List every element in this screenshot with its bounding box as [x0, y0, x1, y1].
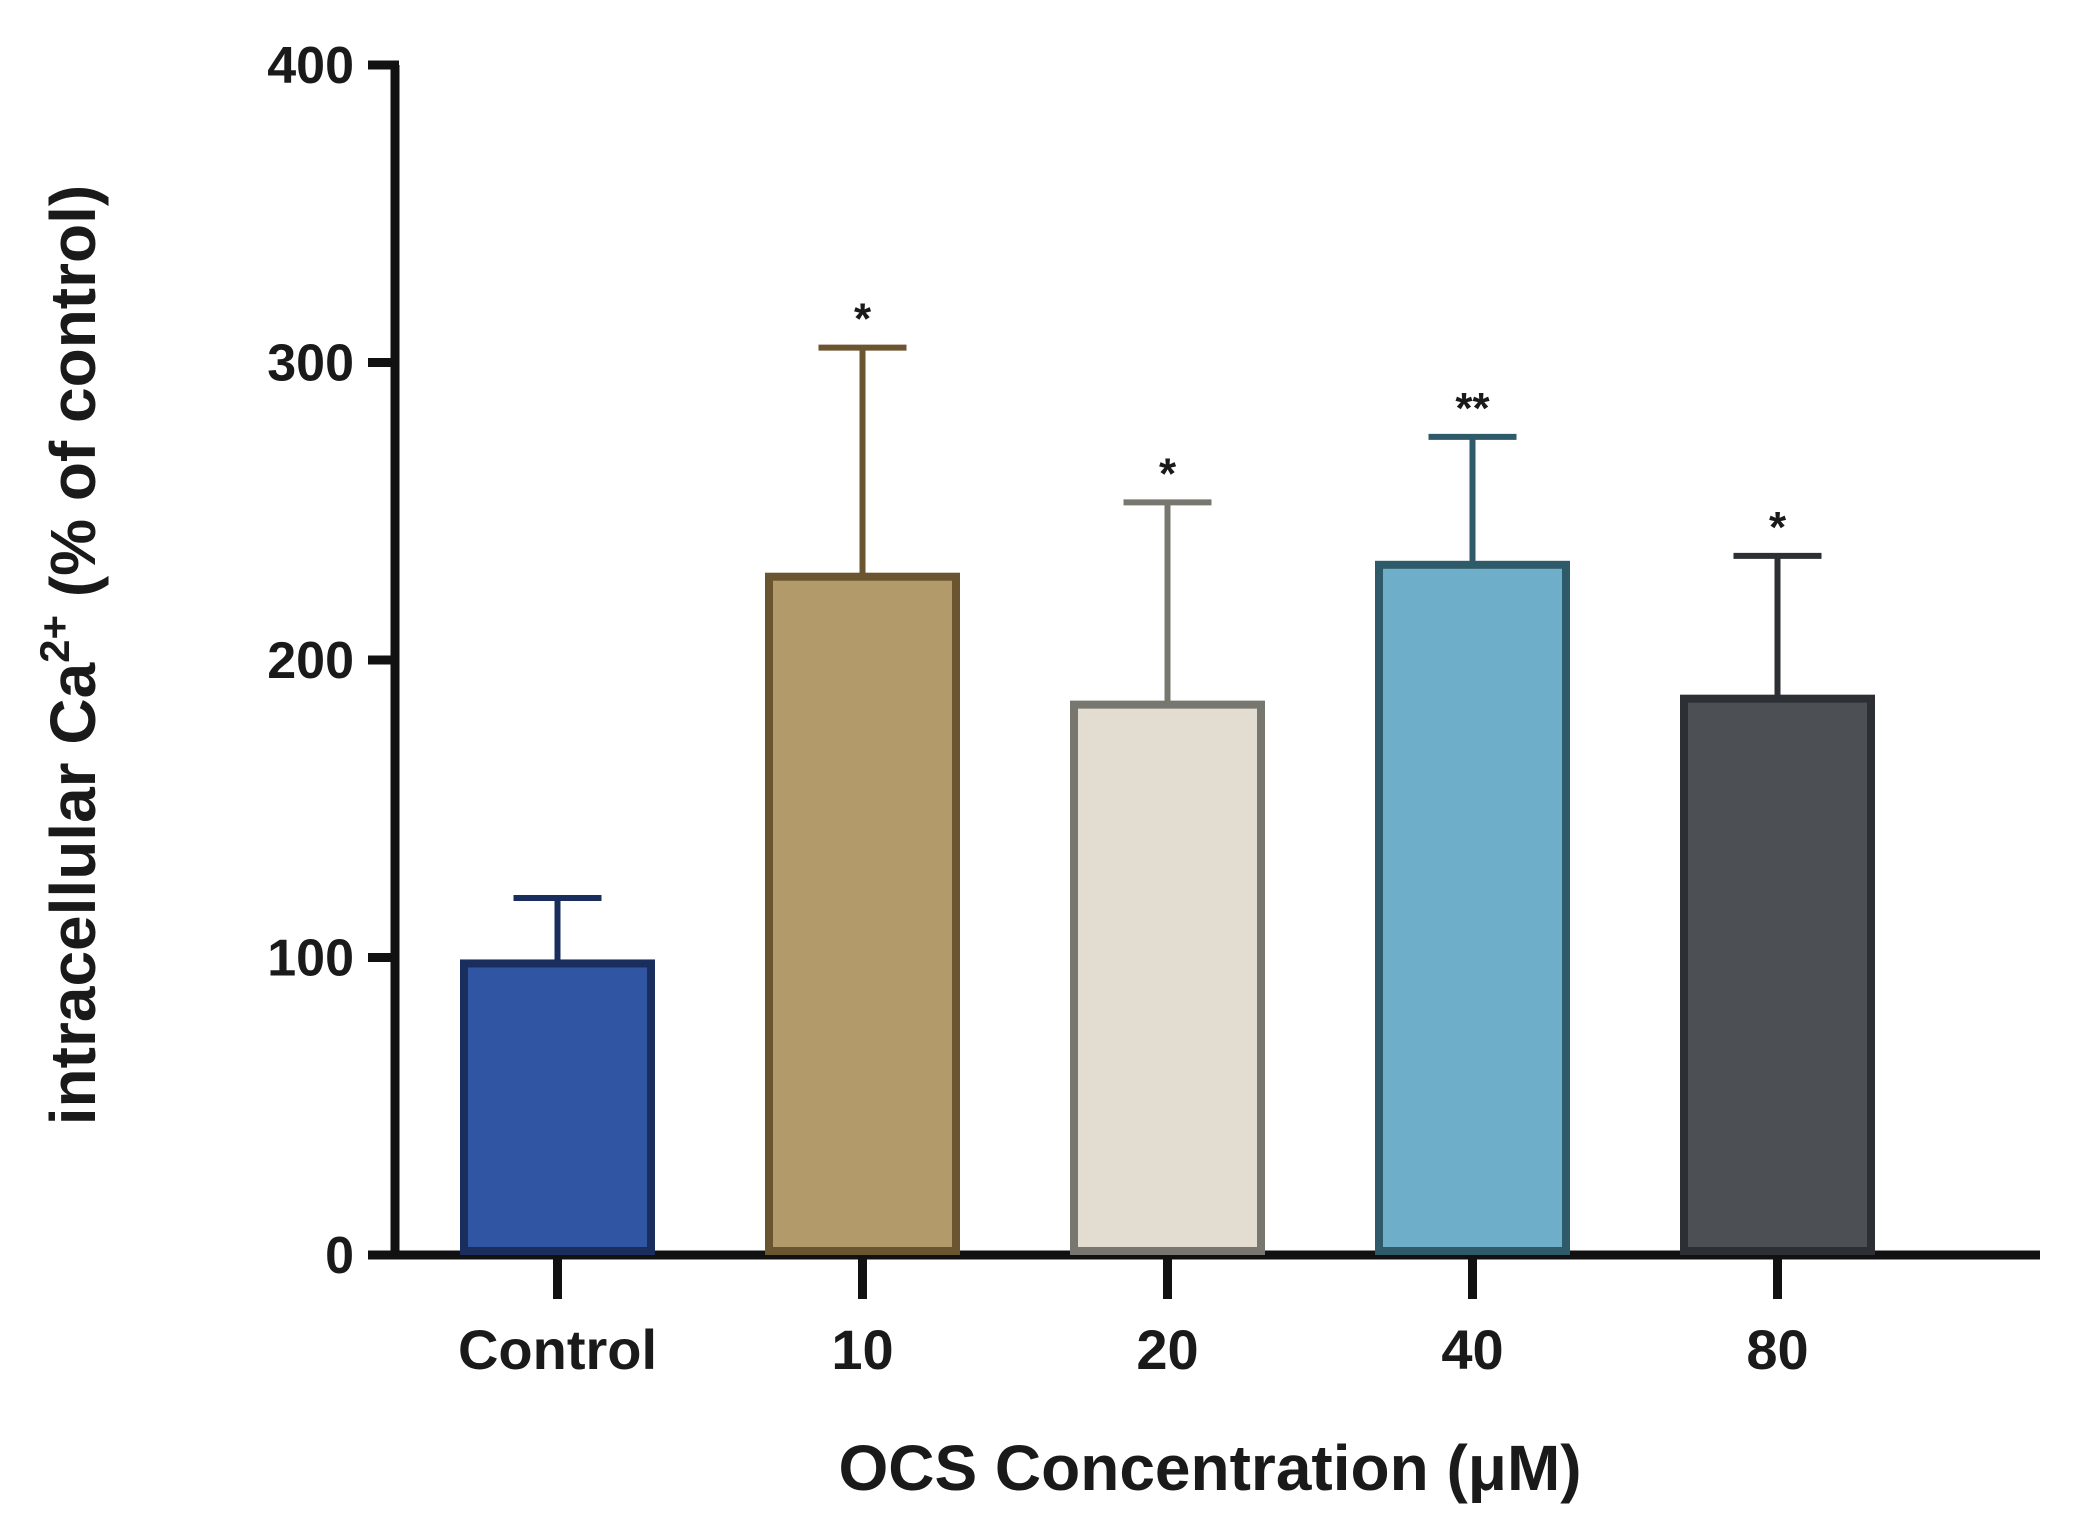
x-tick-label: 40	[1441, 1318, 1503, 1381]
significance-label: *	[854, 295, 872, 344]
y-tick-label: 100	[267, 930, 354, 988]
y-axis-title: intracellular Ca2+ (% of control)	[31, 185, 109, 1125]
x-tick-label: 10	[831, 1318, 893, 1381]
significance-label: **	[1455, 384, 1490, 433]
x-tick-label: Control	[458, 1318, 657, 1381]
y-axis-title-suffix: (% of control)	[37, 185, 109, 615]
y-axis-title-main: intracellular Ca	[37, 662, 109, 1125]
bar	[1680, 694, 1875, 1255]
x-tick-label: 80	[1746, 1318, 1808, 1381]
bar	[460, 959, 655, 1255]
plot-area: 0 100 200 300 400 Control 10 * 20 * 40 ** 80 *	[267, 37, 2040, 1381]
y-tick-label: 0	[325, 1227, 354, 1285]
x-tick-label: 20	[1136, 1318, 1198, 1381]
x-axis-title: OCS Concentration (μM)	[838, 1432, 1581, 1504]
y-axis-title-superscript: 2+	[31, 615, 78, 663]
y-tick-label: 300	[267, 335, 354, 393]
bar	[1375, 560, 1570, 1255]
bar	[765, 572, 960, 1255]
y-tick-label: 200	[267, 632, 354, 690]
bar	[1070, 700, 1265, 1255]
significance-label: *	[1159, 449, 1177, 498]
y-tick-label: 400	[267, 37, 354, 95]
significance-label: *	[1769, 503, 1787, 552]
